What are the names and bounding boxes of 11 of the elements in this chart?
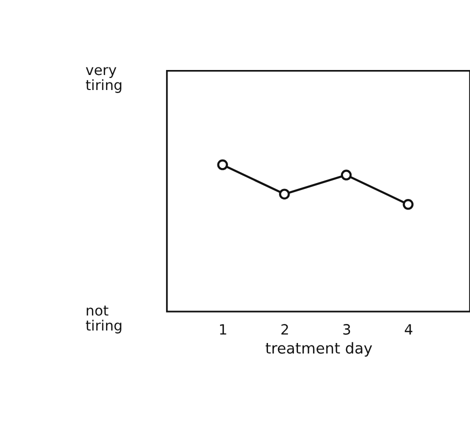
x-tick-label: 2: [280, 322, 290, 338]
x-axis-title: treatment day: [265, 340, 373, 358]
point: [217, 159, 228, 170]
x-tick-label: 4: [404, 322, 414, 338]
point: [279, 188, 290, 200]
point: [340, 170, 352, 180]
text: very tiring: [86, 62, 123, 94]
x-tick-label: 3: [342, 322, 352, 338]
x-tick-label: 1: [218, 322, 228, 338]
point: [402, 199, 414, 210]
text: not tiring: [86, 304, 123, 335]
